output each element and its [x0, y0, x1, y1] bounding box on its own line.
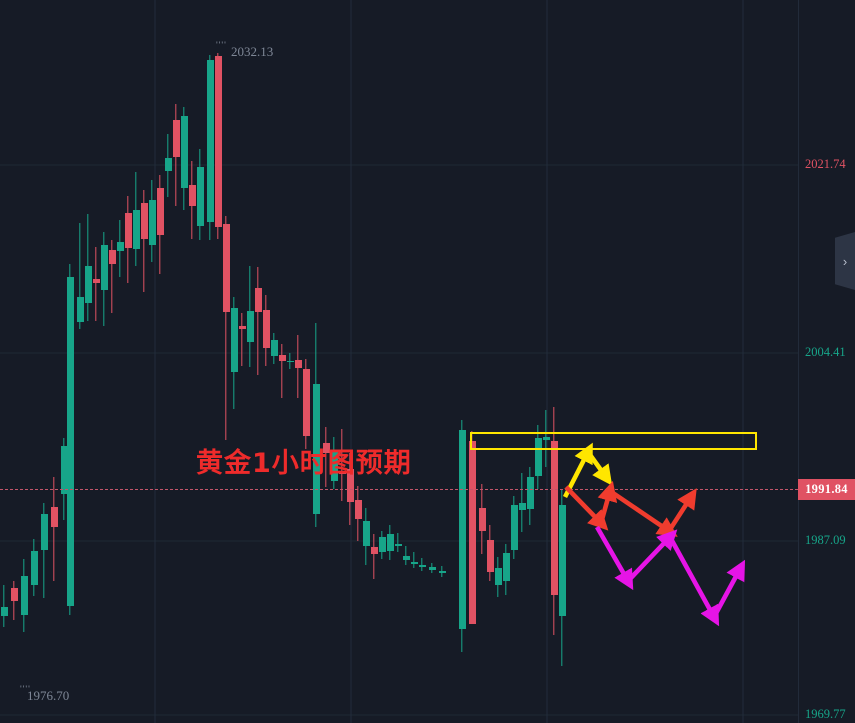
candlestick [20, 559, 28, 633]
candlestick [30, 538, 38, 597]
candlestick [534, 424, 542, 489]
candlestick [518, 472, 526, 533]
candlestick [50, 476, 58, 582]
candlestick [354, 485, 362, 541]
chevron-right-icon[interactable]: › [835, 232, 855, 290]
candlestick [478, 484, 486, 554]
candlestick [270, 332, 278, 364]
low-tick-marker: '''' [20, 683, 31, 694]
projection-arrows-layer [562, 442, 746, 627]
price-axis[interactable]: 2021.74 2004.41 1987.09 1969.77 [798, 0, 855, 723]
grid-layer [0, 0, 798, 723]
candlestick [10, 581, 18, 621]
candlestick [468, 431, 476, 625]
candlestick [312, 322, 320, 527]
candlestick [278, 344, 286, 398]
candlestick [338, 429, 346, 501]
candlestick [428, 562, 436, 574]
candlestick [294, 334, 302, 398]
candlestick [394, 533, 402, 552]
candlestick [246, 266, 254, 368]
candlestick [116, 219, 124, 278]
price-axis-label: 1969.77 [805, 707, 846, 721]
candlestick [60, 437, 68, 521]
candlestick [196, 149, 204, 241]
price-axis-label: 2021.74 [805, 157, 846, 171]
candlestick [378, 531, 386, 560]
low-price-label: 1976.70 [27, 687, 70, 703]
candlestick [238, 313, 246, 367]
candlestick [92, 246, 100, 321]
candlestick [418, 558, 426, 572]
candlestick [206, 54, 214, 241]
candlestick [100, 231, 108, 327]
candlestick [438, 565, 446, 577]
candlestick [156, 175, 164, 274]
candlestick [362, 508, 370, 565]
candlestick [550, 407, 558, 636]
candlestick [84, 214, 92, 321]
candlestick [402, 546, 410, 565]
candlestick [526, 467, 534, 525]
candlestick [124, 195, 132, 283]
chart-annotation-text: 黄金1小时图预期 [196, 448, 412, 479]
current-price-line [0, 489, 798, 491]
candlestick [230, 296, 238, 409]
candlestick [370, 534, 378, 579]
price-axis-label: 2004.41 [805, 345, 846, 359]
supply-zone-rectangle[interactable] [470, 432, 757, 450]
candlestick [302, 358, 310, 449]
candlestick [494, 557, 502, 598]
candlestick [180, 106, 188, 210]
high-price-label: 2032.13 [231, 44, 274, 60]
candlestick [502, 544, 510, 596]
candlestick [188, 161, 196, 240]
candlestick [346, 452, 354, 525]
candlestick [486, 524, 494, 582]
candlestick [262, 294, 270, 367]
candlestick [322, 426, 330, 487]
candlestick [164, 133, 172, 197]
candlestick [558, 489, 566, 666]
candlestick [286, 353, 294, 370]
candlestick [0, 585, 8, 627]
candlestick [66, 264, 74, 615]
chart-plot-area[interactable]: '''' 2032.13 '''' 1976.70 黄金1小时图预期 [0, 0, 798, 723]
candlestick [386, 524, 394, 561]
candlestick [510, 496, 518, 560]
candlestick [108, 240, 116, 313]
candlestick [148, 179, 156, 262]
candlestick [214, 52, 222, 240]
current-price-badge: 1991.84 [798, 479, 855, 501]
candlestick [222, 216, 230, 440]
candlestick [132, 171, 140, 267]
candlestick [172, 103, 180, 206]
candlestick [254, 267, 262, 375]
high-tick-marker: '''' [216, 40, 227, 51]
price-axis-label: 1987.09 [805, 533, 846, 547]
candlestick [410, 551, 418, 568]
candlestick [140, 190, 148, 293]
candlestick [40, 502, 48, 599]
candlestick [76, 222, 84, 330]
candlestick [542, 409, 550, 468]
candlestick [458, 420, 466, 652]
candlestick [330, 436, 338, 489]
